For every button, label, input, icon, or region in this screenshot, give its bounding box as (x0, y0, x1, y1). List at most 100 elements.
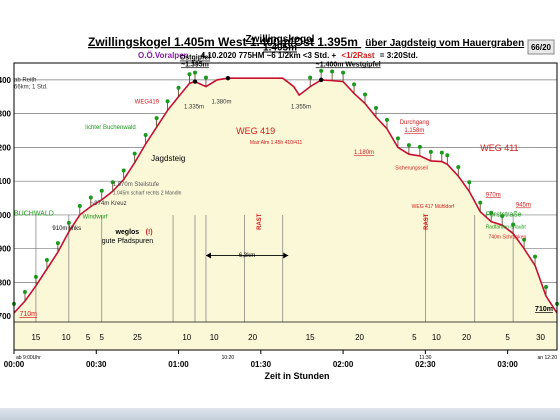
y-tick-label: 700 (0, 312, 12, 321)
tree-marker (478, 200, 483, 205)
rast-label: RAST (257, 213, 263, 230)
y-tick-label: 1.000 (0, 211, 12, 220)
annotation: ~1.400m Westgipfel (316, 61, 381, 68)
annotation: 945m (516, 203, 531, 209)
minute-label: 10 (62, 333, 71, 342)
tree-marker (143, 133, 148, 138)
subtitle-total: = 3:20Std. (380, 51, 418, 60)
profile-area (14, 78, 557, 350)
annotation: 1.380m (211, 100, 231, 106)
annotation: 1.355m (291, 105, 311, 111)
tree-marker (55, 241, 60, 246)
y-tick-label: 900 (0, 245, 12, 254)
annotation: Windwurf (83, 214, 108, 220)
tree-marker (445, 153, 450, 158)
tree-marker (33, 274, 38, 279)
x-tick-label: 00:30 (86, 360, 107, 369)
minute-label: 5 (86, 333, 91, 342)
annotation: Zwillingskogel (246, 34, 315, 45)
annotation: WEG419 (135, 100, 160, 106)
annotation: weglos (114, 229, 139, 236)
tree-marker (417, 144, 422, 149)
y-tick-label: 1.300 (0, 110, 12, 119)
chart-title: Zwillingskogel 1.405m West 1.400m/Ost 1.… (88, 35, 524, 49)
minute-label: 20 (248, 333, 257, 342)
tree-marker (165, 99, 170, 104)
minute-label: 5 (412, 333, 417, 342)
tree-marker (154, 116, 159, 121)
annotation: 710m (535, 306, 553, 313)
y-tick-label: 800 (0, 278, 12, 287)
tree-marker (22, 290, 27, 295)
minute-label: 10 (432, 333, 441, 342)
tree-marker (203, 75, 208, 80)
annotation: Durchgang (400, 120, 429, 126)
annotation: 6,3km (239, 253, 255, 259)
chart-subtitle: O.Ö.Voralpen 4.10.2020 775HM ~6 1/2km <3… (138, 51, 418, 60)
tree-marker (66, 220, 71, 225)
tree-marker (187, 72, 192, 77)
y-tick-label: 1.100 (0, 177, 12, 186)
annotation: 1.070m Steilstufe (113, 182, 160, 188)
tree-marker (500, 214, 505, 219)
subtitle-info: 4.10.2020 775HM ~6 1/2km <3 Std. + (201, 51, 337, 60)
plot-area: 700 800 900 1.000 1.100 1.200 1.300 1.400 RAST RA… (0, 34, 559, 351)
annotation: WEG 419 (236, 126, 275, 136)
tree-marker (176, 85, 181, 90)
tree-marker (77, 203, 82, 208)
x-axis-label: Zeit in Stunden (265, 371, 330, 381)
tree-marker (511, 222, 516, 227)
tree-marker (330, 69, 335, 74)
y-tick-label: 1.200 (0, 143, 12, 152)
minute-label: 25 (133, 333, 142, 342)
subtitle-group: O.Ö.Voralpen (138, 51, 189, 60)
split-time-label: 10:20 (222, 355, 235, 361)
tree-marker (384, 117, 389, 122)
tree-marker (308, 75, 313, 80)
tree-marker (489, 210, 494, 215)
tree-marker (456, 165, 461, 170)
tree-marker (395, 136, 400, 141)
tree-marker (88, 195, 93, 200)
minute-label: 15 (306, 333, 315, 342)
annotation: 66km; 1 Std. (14, 84, 48, 90)
profile-line (13, 77, 558, 314)
annotation: Jagdsteig (151, 154, 185, 163)
annotation: Ostgipfel (180, 55, 210, 62)
tree-marker (110, 180, 115, 185)
split-time-label: an 12:20 (538, 355, 558, 361)
annotation: ~1.395m (181, 61, 209, 68)
tree-marker (428, 149, 433, 154)
tree-marker (193, 70, 197, 75)
annotation: 1.180m (354, 150, 374, 156)
x-tick-label: 02:30 (415, 360, 436, 369)
tree-marker (544, 284, 549, 289)
tree-marker (121, 168, 126, 173)
tree-marker (533, 254, 538, 259)
x-axis: 00:00 00:30 01:00 01:30 02:00 02:30 03:00 ab 9:… (4, 350, 557, 369)
annotation: 1.158m (404, 128, 424, 134)
annotation: 710m (19, 311, 37, 318)
minute-label: 10 (210, 333, 219, 342)
x-tick-label: 03:00 (497, 360, 518, 369)
summit-marker (192, 79, 198, 84)
annotation: gute Pfadspuren (102, 238, 153, 245)
distance-arrow-head (283, 252, 289, 259)
minute-label: 20 (355, 333, 364, 342)
tree-marker (99, 188, 104, 193)
annotation: 970m (486, 192, 501, 198)
annotation: Forststraße (486, 212, 522, 219)
minute-label: 5 (100, 333, 105, 342)
tree-marker (363, 92, 368, 97)
x-tick-label: 01:30 (251, 360, 272, 369)
minute-label: 5 (505, 333, 510, 342)
split-time-label: ab 9:00Uhr (16, 355, 41, 361)
chart-title-main: Zwillingskogel 1.405m West 1.400m/Ost 1.… (88, 35, 358, 49)
y-tick-label: 1.400 (0, 76, 12, 85)
x-tick-label: 02:00 (333, 360, 354, 369)
annotation: BUCHWALD (14, 211, 54, 218)
minute-label: 15 (31, 333, 40, 342)
annotation: (!) (146, 229, 153, 236)
plot-frame (13, 62, 558, 351)
